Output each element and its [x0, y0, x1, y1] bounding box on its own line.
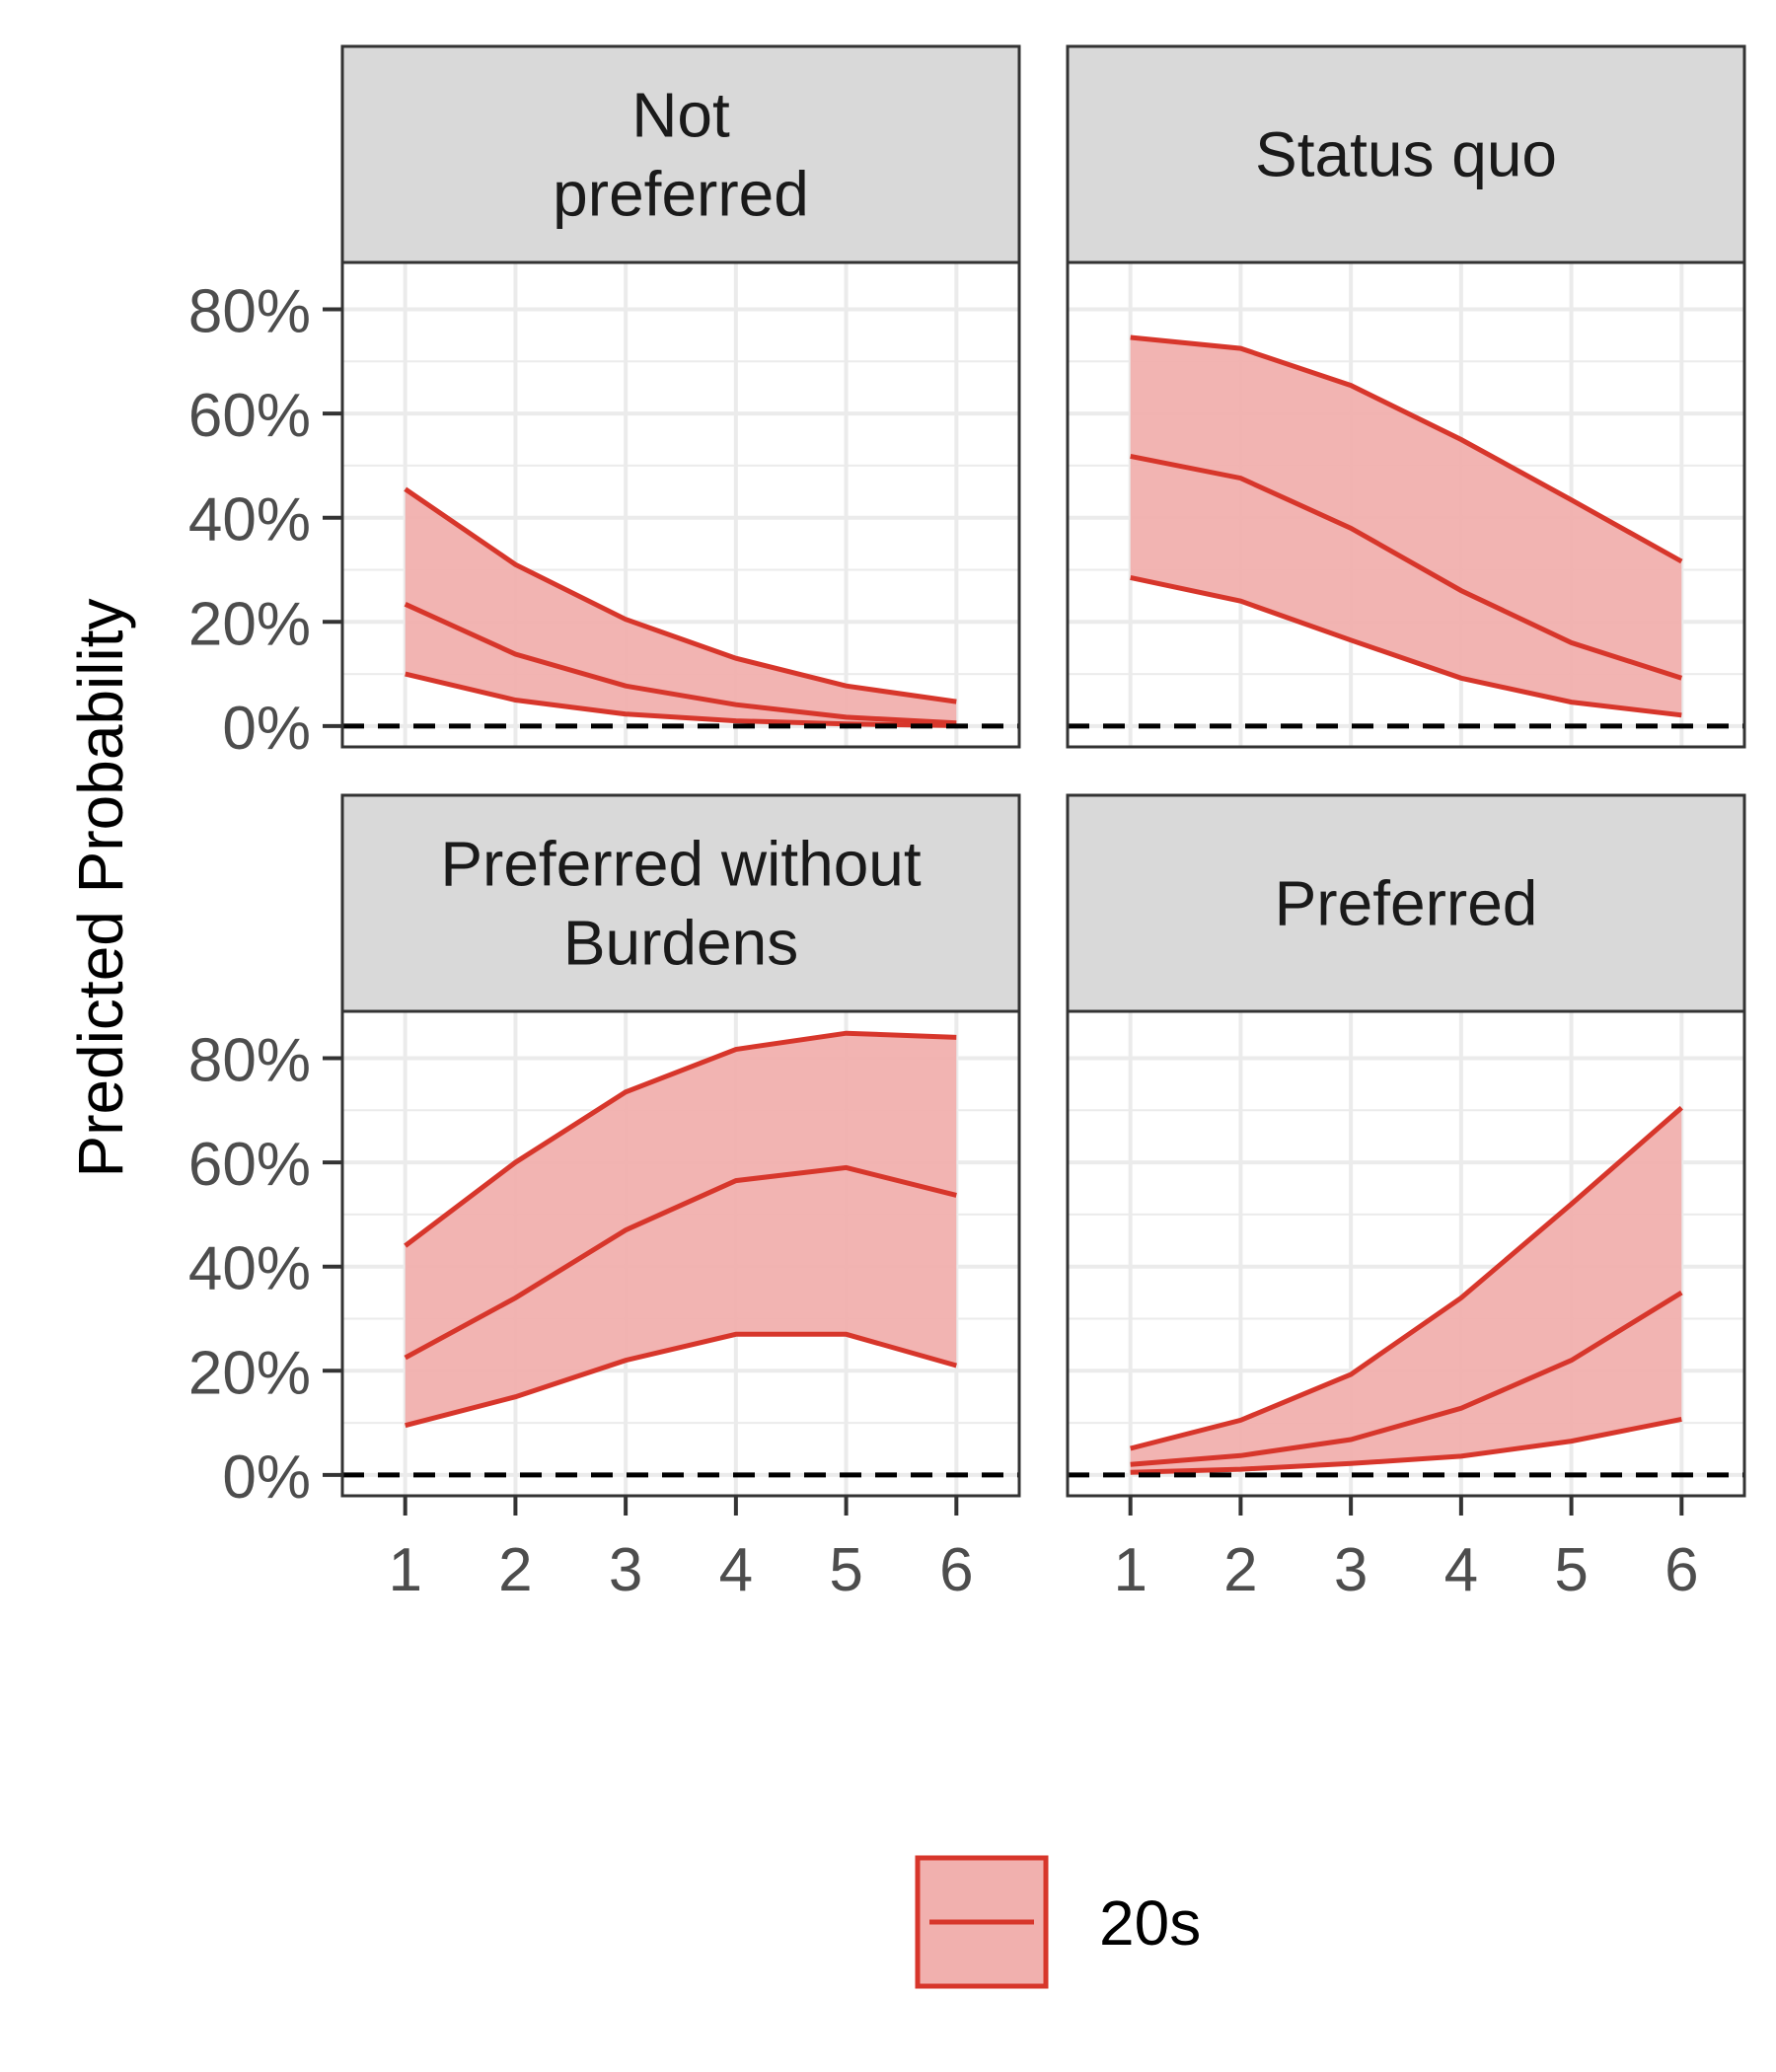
- confidence-ribbon: [405, 488, 957, 726]
- x-tick-label: 6: [1665, 1536, 1698, 1604]
- lower-bound-line: [1130, 574, 1682, 718]
- x-tick-label: 3: [609, 1536, 642, 1604]
- y-tick-label: 60%: [188, 382, 311, 450]
- y-tick-label: 80%: [188, 278, 311, 346]
- x-tick-label: 3: [1334, 1536, 1368, 1604]
- legend-label: 20s: [1099, 1887, 1201, 1959]
- facet-title: Not: [631, 80, 730, 151]
- y-tick-label: 20%: [188, 590, 311, 658]
- facet-strip: [340, 793, 1021, 1013]
- x-tick-label: 2: [498, 1536, 532, 1604]
- upper-bound-line: [1130, 1105, 1683, 1451]
- upper-bound-line: [404, 486, 957, 704]
- lower-bound-line: [405, 671, 957, 728]
- estimate-line: [404, 1164, 957, 1361]
- y-tick-label: 80%: [188, 1027, 311, 1095]
- confidence-ribbon: [1130, 337, 1682, 715]
- facet-title: Burdens: [563, 908, 798, 979]
- facet-strip: [1066, 44, 1746, 264]
- x-tick-label: 1: [1113, 1536, 1147, 1604]
- facet-title: preferred: [553, 159, 809, 230]
- y-tick-label: 0%: [222, 695, 311, 763]
- facet-panel: Preferred without Burdens 0% 20% 40% 60% 80% 1 2…: [188, 793, 1021, 1604]
- y-tick-label: 60%: [188, 1131, 311, 1199]
- y-tick-label: 20%: [188, 1339, 311, 1407]
- facet-title: Preferred: [1275, 868, 1538, 939]
- legend: 20s: [915, 1855, 1201, 1989]
- x-tick-label: 6: [939, 1536, 973, 1604]
- facet-title: Status quo: [1255, 119, 1557, 190]
- confidence-ribbon: [405, 1033, 957, 1426]
- estimate-line: [1130, 1290, 1683, 1467]
- facet-panel: Preferred 1 2 3 4 5 6: [1066, 793, 1746, 1604]
- x-tick-label: 1: [388, 1536, 421, 1604]
- panel-border: [1066, 260, 1746, 749]
- upper-bound-line: [404, 1030, 957, 1248]
- facet-strip: [340, 44, 1021, 264]
- panel-border: [1066, 1009, 1746, 1498]
- estimate-line: [1130, 453, 1683, 681]
- lower-bound-line: [405, 1331, 957, 1429]
- y-tick-label: 40%: [188, 1235, 311, 1303]
- facet-panel: Not preferred 0% 20% 40% 60% 80%: [188, 44, 1021, 763]
- y-axis-title: Predicted Probability: [65, 599, 136, 1178]
- facet-title: Preferred without: [440, 829, 922, 900]
- x-tick-label: 5: [1554, 1536, 1588, 1604]
- estimate-line: [404, 602, 957, 726]
- facet-strip: [1066, 793, 1746, 1013]
- panel-border: [340, 1009, 1021, 1498]
- confidence-ribbon: [1130, 1107, 1682, 1473]
- upper-bound-line: [1130, 334, 1683, 564]
- y-tick-label: 0%: [222, 1443, 311, 1512]
- lower-bound-line: [1130, 1416, 1682, 1475]
- x-tick-label: 4: [719, 1536, 753, 1604]
- x-tick-label: 5: [829, 1536, 862, 1604]
- x-tick-label: 4: [1444, 1536, 1478, 1604]
- panel-border: [340, 260, 1021, 749]
- x-tick-label: 2: [1223, 1536, 1257, 1604]
- y-tick-label: 40%: [188, 486, 311, 555]
- facet-panel: Status quo: [1066, 44, 1746, 749]
